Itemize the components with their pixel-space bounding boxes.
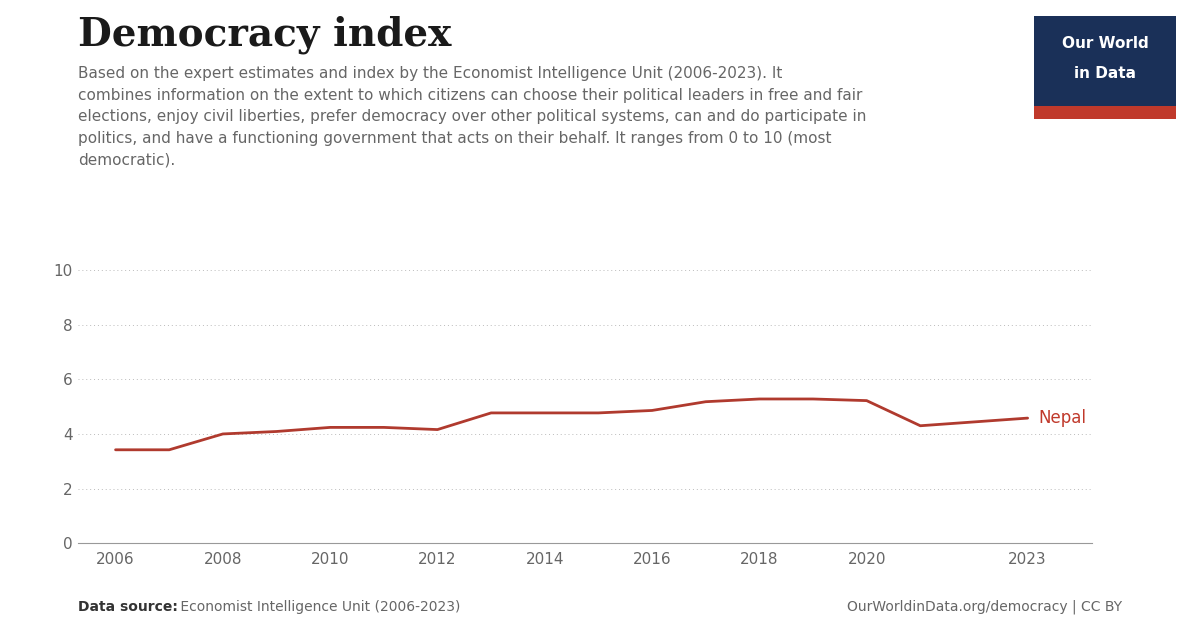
Text: OurWorldinData.org/democracy | CC BY: OurWorldinData.org/democracy | CC BY bbox=[847, 600, 1122, 614]
Text: Data source:: Data source: bbox=[78, 600, 178, 614]
Text: Democracy index: Democracy index bbox=[78, 16, 451, 54]
Text: Based on the expert estimates and index by the Economist Intelligence Unit (2006: Based on the expert estimates and index … bbox=[78, 66, 866, 167]
Text: Nepal: Nepal bbox=[1038, 409, 1086, 427]
Text: in Data: in Data bbox=[1074, 66, 1136, 81]
Text: Economist Intelligence Unit (2006-2023): Economist Intelligence Unit (2006-2023) bbox=[176, 600, 461, 614]
Text: Our World: Our World bbox=[1062, 36, 1148, 51]
Bar bbox=[1034, 106, 1176, 119]
